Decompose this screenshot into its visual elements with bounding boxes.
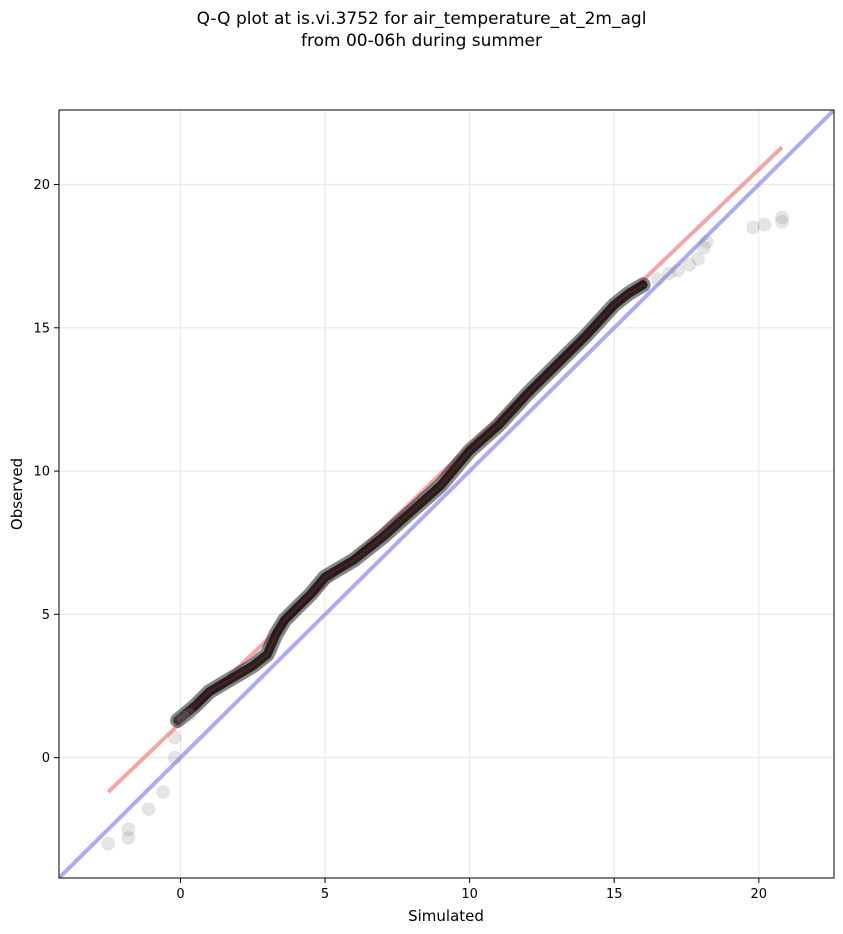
y-tick-label: 20 [33, 178, 50, 193]
x-tick-label: 20 [751, 887, 768, 902]
chart-title-line-2: from 00-06h during summer [301, 31, 542, 51]
data-point [176, 710, 191, 725]
axis-ticks: 0 5 10 15 20 0 5 10 15 20 [33, 178, 767, 902]
data-point [167, 750, 182, 765]
data-point [170, 713, 185, 728]
plot-frame [58, 109, 835, 879]
data-point [691, 252, 706, 267]
quantile-band-fit-overlay [176, 283, 645, 722]
data-point [650, 272, 665, 287]
x-axis-label: Simulated [408, 907, 484, 925]
data-point [682, 257, 697, 272]
y-tick-label: 15 [33, 321, 50, 336]
grid [59, 110, 834, 878]
identity-line [59, 110, 834, 878]
chart-title: Q-Q plot at is.vi.3752 for air_temperatu… [0, 8, 843, 52]
data-point [167, 730, 182, 745]
data-point [696, 240, 711, 255]
data-point [774, 214, 789, 229]
y-axis-label: Observed [8, 458, 26, 530]
data-point [746, 220, 761, 235]
x-tick-label: 10 [461, 887, 478, 902]
data-point [121, 822, 136, 837]
data-points [101, 210, 789, 851]
data-point [182, 707, 197, 722]
x-tick-label: 15 [606, 887, 623, 902]
data-point [121, 830, 136, 845]
x-tick-label: 5 [321, 887, 329, 902]
y-tick-label: 10 [33, 465, 50, 480]
data-point [774, 210, 789, 225]
y-tick-label: 0 [42, 751, 50, 766]
data-point [156, 785, 171, 800]
data-point [757, 217, 772, 232]
data-point [662, 266, 677, 281]
data-point [699, 234, 714, 249]
chart-title-line-1: Q-Q plot at is.vi.3752 for air_temperatu… [196, 9, 647, 29]
data-point [670, 263, 685, 278]
data-point [101, 836, 116, 851]
data-point [141, 802, 156, 817]
y-tick-label: 5 [42, 608, 50, 623]
x-tick-label: 0 [176, 887, 184, 902]
